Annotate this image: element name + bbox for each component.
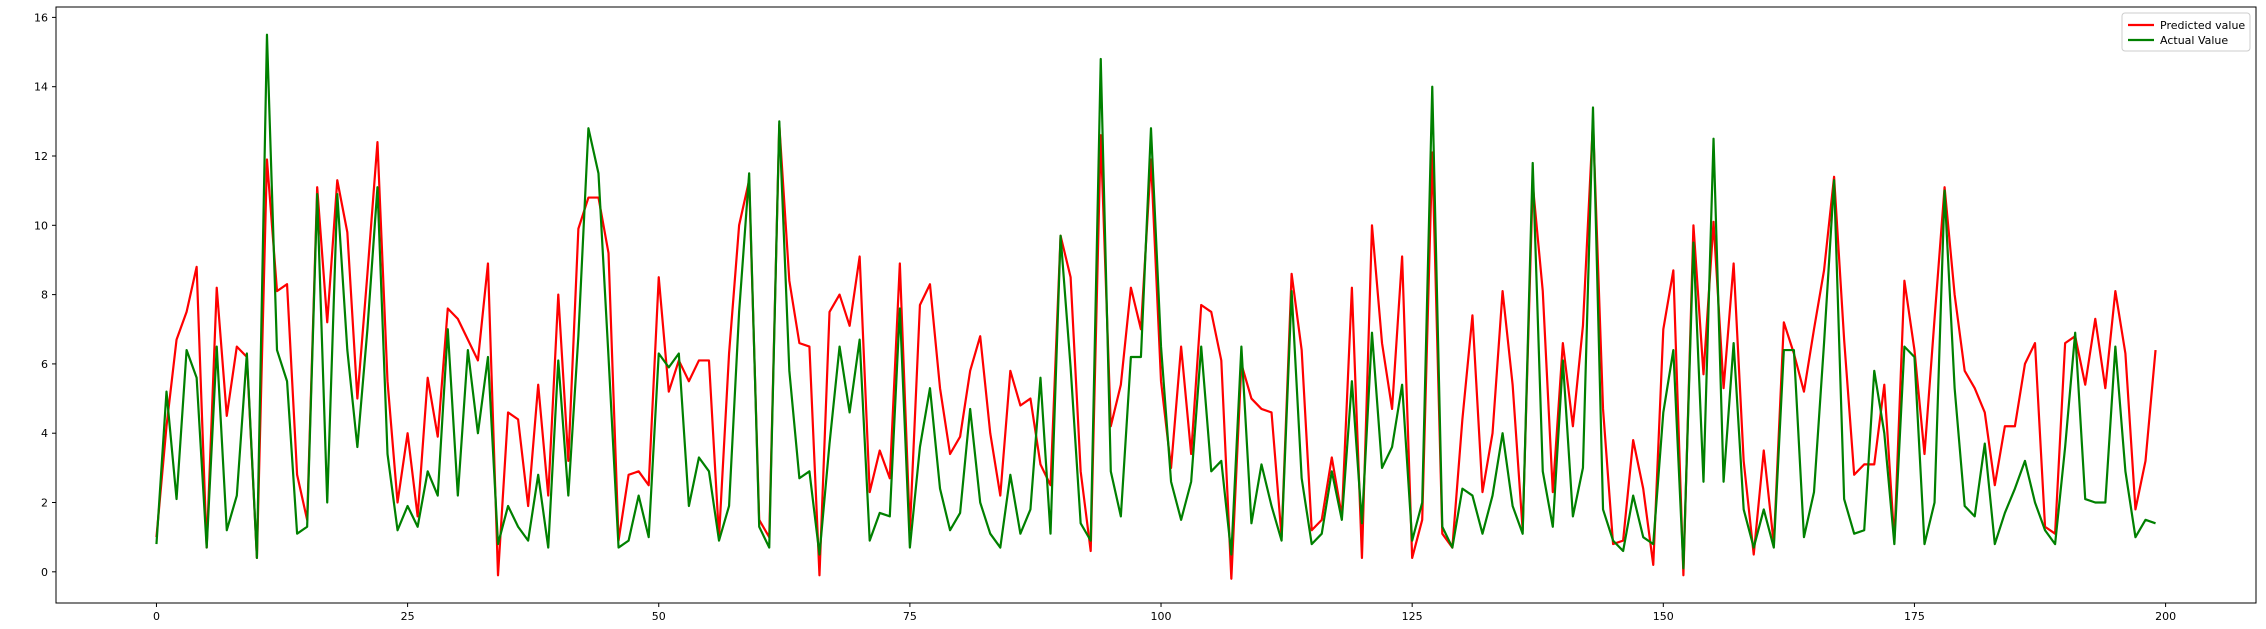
- y-tick-label: 16: [34, 11, 48, 24]
- series-layer: [155, 33, 2157, 580]
- axes-frame: [55, 6, 2257, 604]
- x-tick-label: 125: [1402, 610, 1423, 623]
- y-tick-label: 0: [41, 566, 48, 579]
- x-tick-label: 25: [401, 610, 415, 623]
- x-tick-label: 100: [1151, 610, 1172, 623]
- x-tick-label: 200: [2155, 610, 2176, 623]
- y-tick-label: 2: [41, 497, 48, 510]
- y-tick-label: 8: [41, 289, 48, 302]
- x-tick-label: 0: [153, 610, 160, 623]
- legend-label-2: Actual Value: [2160, 34, 2228, 47]
- series-line-2: [155, 33, 2156, 570]
- y-tick-label: 14: [34, 81, 48, 94]
- axes-background: [56, 7, 2256, 603]
- x-tick-label: 175: [1904, 610, 1925, 623]
- axes-layer: 0 25 50 75 100 125 150 175 200 0 2 4 6 8 10 12 14 16: [34, 6, 2257, 623]
- x-tick-label: 150: [1653, 610, 1674, 623]
- plot-area: [56, 7, 2256, 603]
- y-tick-label: 4: [41, 427, 48, 440]
- y-tick-label: 6: [41, 358, 48, 371]
- series-line-1: [155, 120, 2157, 580]
- legend: Predicted value Actual Value: [2121, 12, 2251, 52]
- legend-label-1: Predicted value: [2160, 19, 2245, 32]
- x-tick-label: 75: [903, 610, 917, 623]
- legend-box: [2121, 12, 2251, 52]
- x-tick-label: 50: [652, 610, 666, 623]
- y-tick-label: 10: [34, 219, 48, 232]
- y-tick-label: 12: [34, 150, 48, 163]
